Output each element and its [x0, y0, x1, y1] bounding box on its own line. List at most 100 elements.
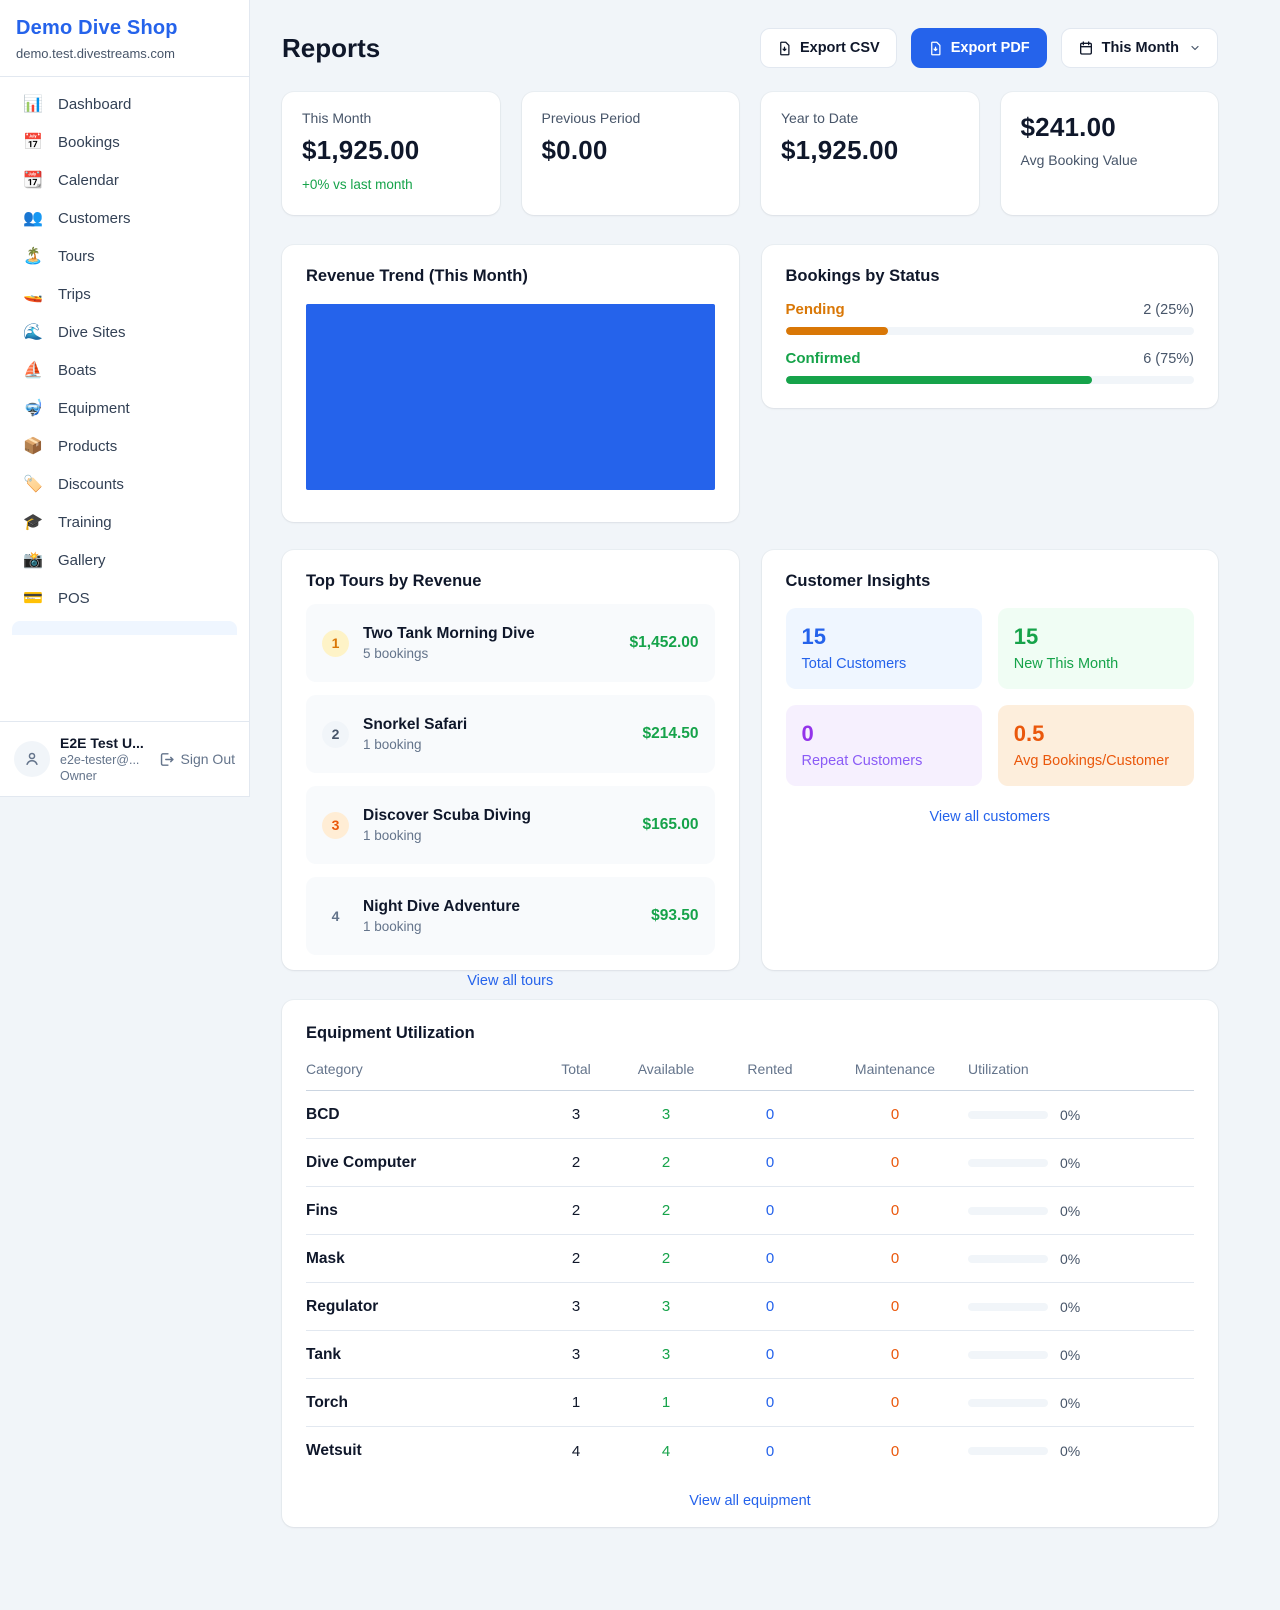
revenue-trend-chart — [306, 304, 715, 490]
sidebar-item-tours[interactable]: 🏝️ Tours — [23, 247, 95, 265]
insight-total-customers: 15 Total Customers — [785, 608, 982, 689]
training-icon: 🎓 — [23, 513, 43, 531]
bookings-by-status-title: Bookings by Status — [785, 267, 940, 285]
chevron-down-icon — [1191, 45, 1199, 51]
utilization-bar — [968, 1158, 1048, 1167]
brand-block: Demo Dive Shop demo.test.divestreams.com — [0, 0, 249, 77]
stat-card-this-month: This Month $1,925.00 +0% vs last month — [282, 92, 500, 215]
page-title: Reports — [282, 32, 381, 63]
customer-insights-title: Customer Insights — [785, 572, 931, 590]
stat-card-avg-booking: $241.00 Avg Booking Value — [1000, 92, 1218, 215]
sidebar-item-bookings[interactable]: 📅 Bookings — [23, 133, 120, 151]
customers-icon: 👥 — [23, 209, 43, 227]
sidebar-item-gallery[interactable]: 📸 Gallery — [23, 551, 106, 569]
sidebar-item-trips[interactable]: 🚤 Trips — [23, 285, 91, 303]
user-name: E2E Test U... — [60, 735, 144, 751]
pos-icon: 💳 — [23, 589, 43, 607]
table-row: Regulator 3 3 0 0 0% — [306, 1283, 1194, 1331]
sidebar-item-equipment[interactable]: 🤿 Equipment — [23, 399, 130, 417]
top-tours-card: Top Tours by Revenue 1 Two Tank Morning … — [282, 550, 739, 989]
sidebar-nav: 📊 Dashboard 📅 Bookings 📆 Calendar 👥 Cust… — [0, 77, 249, 721]
stat-card-previous-period: Previous Period $0.00 — [521, 92, 739, 215]
customer-insights-card: Customer Insights 15 Total Customers 15 … — [761, 550, 1218, 970]
table-row: Mask 2 2 0 0 0% — [306, 1235, 1194, 1283]
revenue-trend-card: Revenue Trend (This Month) — [282, 245, 739, 522]
table-row: Tank 3 3 0 0 0% — [306, 1331, 1194, 1379]
table-row: Torch 1 1 0 0 0% — [306, 1379, 1194, 1427]
dashboard-icon: 📊 — [23, 95, 43, 113]
sidebar-item-dashboard[interactable]: 📊 Dashboard — [23, 95, 132, 113]
pending-count: 2 (25%) — [1143, 302, 1194, 318]
equipment-table: Category Total Available Rented Maintena… — [306, 1061, 1194, 1475]
utilization-bar — [968, 1398, 1048, 1407]
this-month-value: $1,925.00 — [302, 135, 420, 165]
revenue-trend-title: Revenue Trend (This Month) — [306, 267, 528, 285]
equipment-utilization-card: Equipment Utilization Category Total Ava… — [282, 1000, 1218, 1527]
pending-bar-track — [785, 327, 1194, 335]
shop-name: Demo Dive Shop — [16, 17, 178, 39]
table-row: BCD 3 3 0 0 0% — [306, 1091, 1194, 1139]
tour-row: 3 Discover Scuba Diving 1 booking $165.0… — [306, 786, 715, 864]
tour-row: 4 Night Dive Adventure 1 booking $93.50 — [306, 877, 715, 955]
utilization-bar — [968, 1110, 1048, 1119]
sidebar-item-products[interactable]: 📦 Products — [23, 437, 118, 455]
view-all-equipment-link[interactable]: View all equipment — [689, 1493, 811, 1509]
user-email: e2e-tester@... — [60, 753, 140, 767]
sign-out-button[interactable]: Sign Out — [158, 751, 235, 768]
sidebar-item-discounts[interactable]: 🏷️ Discounts — [23, 475, 124, 493]
trips-icon: 🚤 — [23, 285, 43, 303]
sidebar-item-dive-sites[interactable]: 🌊 Dive Sites — [23, 323, 126, 341]
table-row: Wetsuit 4 4 0 0 0% — [306, 1442, 1081, 1460]
view-all-tours-link[interactable]: View all tours — [467, 973, 554, 989]
sidebar: Demo Dive Shop demo.test.divestreams.com… — [0, 0, 250, 797]
confirmed-bar-fill — [785, 376, 1092, 384]
insight-avg-bookings: 0.5 Avg Bookings/Customer — [997, 705, 1194, 786]
utilization-bar — [968, 1254, 1048, 1263]
view-all-customers-link[interactable]: View all customers — [929, 809, 1051, 825]
sidebar-item-customers[interactable]: 👥 Customers — [23, 209, 131, 227]
sidebar-item-calendar[interactable]: 📆 Calendar — [23, 171, 119, 189]
dive-sites-icon: 🌊 — [23, 323, 43, 341]
table-row: Dive Computer 2 2 0 0 0% — [306, 1139, 1194, 1187]
calendar-icon — [1079, 41, 1092, 55]
sidebar-item-reports-partial[interactable] — [12, 621, 237, 635]
rank-badge: 1 — [322, 629, 349, 657]
tours-icon: 🏝️ — [23, 247, 43, 265]
topbar: Reports Export CSV Export PDF This Month — [282, 28, 1218, 68]
top-tours-title: Top Tours by Revenue — [306, 572, 482, 590]
insight-new-this-month: 15 New This Month — [997, 608, 1194, 689]
shop-domain: demo.test.divestreams.com — [16, 46, 175, 61]
avg-booking-value: $241.00 — [1020, 112, 1116, 142]
utilization-bar — [968, 1206, 1048, 1215]
insight-repeat-customers: 0 Repeat Customers — [785, 705, 982, 786]
calendar-icon: 📆 — [23, 171, 43, 189]
user-role: Owner — [60, 769, 97, 783]
rank-badge: 3 — [322, 811, 349, 839]
table-row: Fins 2 2 0 0 0% — [306, 1187, 1194, 1235]
sidebar-item-pos[interactable]: 💳 POS — [23, 589, 90, 607]
avatar — [14, 741, 50, 777]
previous-period-value: $0.00 — [541, 135, 608, 165]
equipment-icon: 🤿 — [23, 399, 43, 417]
period-dropdown[interactable]: This Month — [1060, 28, 1218, 68]
rank-badge: 2 — [322, 720, 349, 748]
stat-card-year-to-date: Year to Date $1,925.00 — [761, 92, 979, 215]
products-icon: 📦 — [23, 437, 43, 455]
utilization-bar — [968, 1447, 1048, 1455]
tour-row: 2 Snorkel Safari 1 booking $214.50 — [306, 695, 715, 773]
year-to-date-value: $1,925.00 — [781, 135, 899, 165]
status-row-pending: Pending 2 (25%) — [785, 301, 1194, 335]
file-download-icon — [780, 41, 790, 55]
main-content: Reports Export CSV Export PDF This Month — [250, 0, 1280, 1567]
stats-row: This Month $1,925.00 +0% vs last month P… — [282, 92, 1218, 215]
utilization-bar — [968, 1350, 1048, 1359]
export-pdf-button[interactable]: Export PDF — [910, 28, 1047, 68]
status-row-confirmed: Confirmed 6 (75%) — [785, 350, 1194, 384]
rank-badge: 4 — [331, 908, 340, 924]
sidebar-item-boats[interactable]: ⛵ Boats — [23, 361, 97, 379]
pending-bar-fill — [785, 327, 888, 335]
utilization-bar — [968, 1302, 1048, 1311]
sidebar-item-training[interactable]: 🎓 Training — [23, 513, 112, 531]
export-csv-button[interactable]: Export CSV — [759, 28, 897, 68]
this-month-delta: +0% vs last month — [302, 177, 413, 192]
